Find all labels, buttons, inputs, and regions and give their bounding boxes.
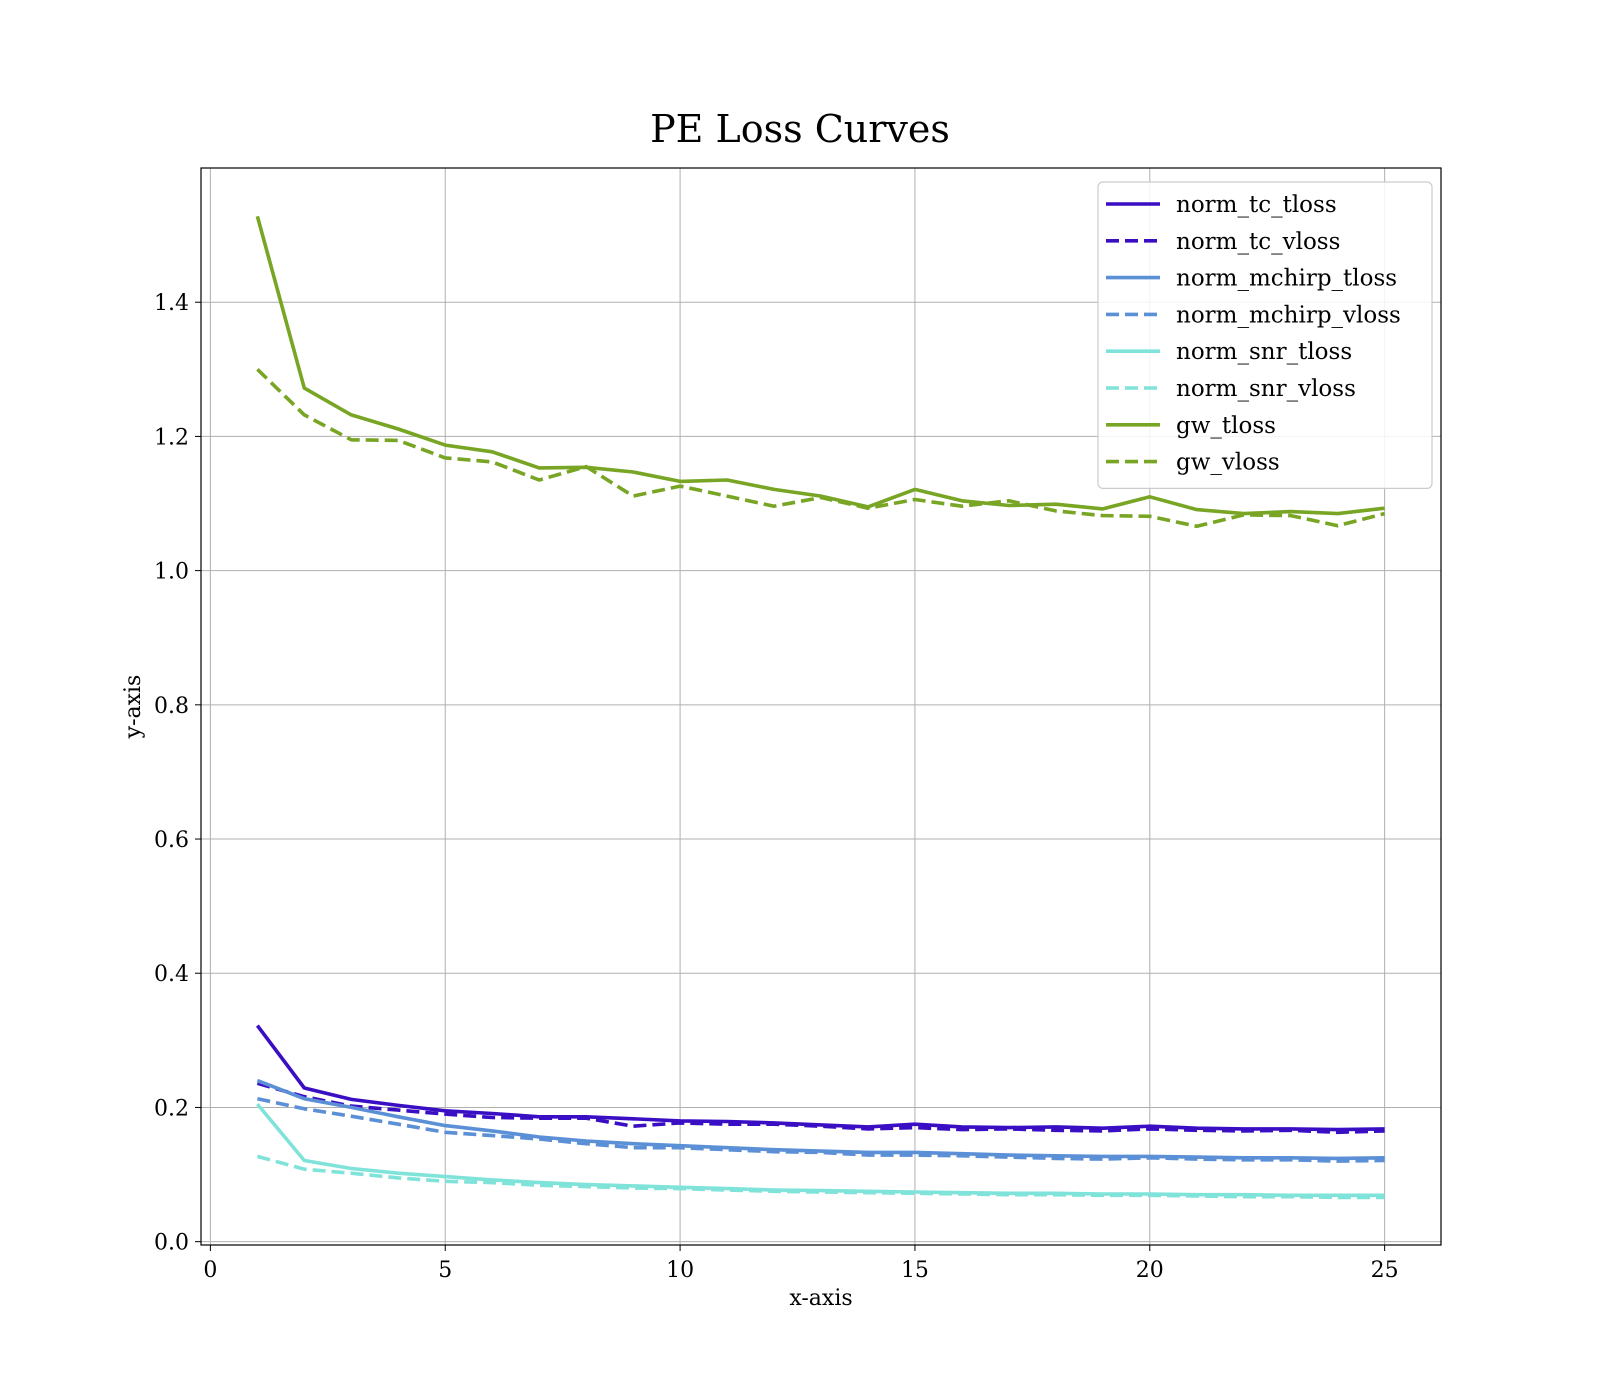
axis-ticks: 0 5 10 15 20 25 0.0 0.2 0.4 0.6 0.8 1.0 1.2 1.4 xyxy=(154,291,1399,1283)
plot-frame xyxy=(200,167,1442,1246)
series-layer xyxy=(255,215,1386,1200)
x-tick-label: 5 xyxy=(438,1258,452,1283)
legend-label: norm_mchirp_vloss xyxy=(1176,302,1401,328)
y-tick-label: 0.8 xyxy=(154,694,189,719)
y-tick-label: 0.4 xyxy=(154,962,189,987)
legend: norm_tc_tloss norm_tc_vloss norm_mchirp_tl… xyxy=(1097,181,1433,489)
chart-title: PE Loss Curves xyxy=(650,107,950,151)
x-axis-label: x-axis xyxy=(789,1286,852,1311)
x-tick-label: 10 xyxy=(666,1258,694,1283)
legend-label: norm_snr_vloss xyxy=(1176,376,1356,402)
y-tick-label: 1.2 xyxy=(154,425,189,450)
y-tick-label: 0.0 xyxy=(154,1231,189,1256)
x-tick-label: 15 xyxy=(901,1258,929,1283)
y-tick-label: 0.6 xyxy=(154,828,189,853)
series-line-norm-snr-vloss xyxy=(256,1154,1385,1200)
y-tick-label: 1.4 xyxy=(154,291,189,316)
legend-label: norm_tc_vloss xyxy=(1176,229,1340,255)
legend-label: norm_mchirp_tloss xyxy=(1176,266,1397,292)
y-tick-label: 1.0 xyxy=(154,560,189,585)
legend-label: gw_vloss xyxy=(1176,450,1280,476)
y-tick-label: 0.2 xyxy=(154,1096,189,1121)
series-line-norm-mchirp-tloss xyxy=(256,1078,1385,1161)
series-line-norm-tc-vloss xyxy=(256,1081,1385,1135)
x-tick-label: 0 xyxy=(203,1258,217,1283)
series-line-norm-tc-tloss xyxy=(255,1024,1385,1132)
legend-label: gw_tloss xyxy=(1176,413,1276,439)
legend-box xyxy=(1097,181,1433,489)
series-line-gw-vloss xyxy=(256,368,1386,529)
x-tick-label: 25 xyxy=(1371,1258,1399,1283)
x-tick-label: 20 xyxy=(1136,1258,1164,1283)
series-line-norm-mchirp-vloss xyxy=(257,1096,1385,1163)
legend-label: norm_tc_tloss xyxy=(1176,192,1337,218)
legend-label: norm_snr_tloss xyxy=(1176,339,1352,365)
y-axis-label: y-axis xyxy=(121,675,146,740)
